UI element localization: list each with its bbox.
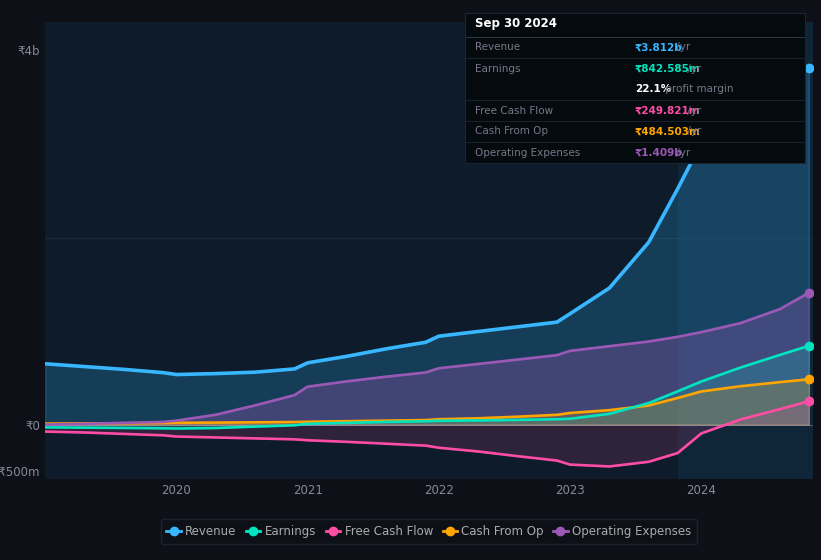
Text: profit margin: profit margin (663, 85, 734, 95)
Text: ₹249.821m: ₹249.821m (635, 105, 700, 115)
Text: /yr: /yr (673, 43, 690, 53)
Text: /yr: /yr (673, 147, 690, 157)
Text: ₹484.503m: ₹484.503m (635, 127, 701, 137)
Text: 22.1%: 22.1% (635, 85, 672, 95)
Text: Cash From Op: Cash From Op (475, 127, 548, 137)
Legend: Revenue, Earnings, Free Cash Flow, Cash From Op, Operating Expenses: Revenue, Earnings, Free Cash Flow, Cash … (161, 519, 697, 544)
Text: ₹842.585m: ₹842.585m (635, 63, 701, 73)
Text: /yr: /yr (684, 127, 701, 137)
Text: Sep 30 2024: Sep 30 2024 (475, 17, 557, 30)
Text: ₹1.409b: ₹1.409b (635, 147, 683, 157)
Text: Revenue: Revenue (475, 43, 521, 53)
Text: Free Cash Flow: Free Cash Flow (475, 105, 553, 115)
Text: Operating Expenses: Operating Expenses (475, 147, 580, 157)
Bar (677, 22, 813, 479)
Text: Earnings: Earnings (475, 63, 521, 73)
Text: /yr: /yr (684, 105, 701, 115)
Text: /yr: /yr (684, 63, 701, 73)
Text: ₹3.812b: ₹3.812b (635, 43, 683, 53)
